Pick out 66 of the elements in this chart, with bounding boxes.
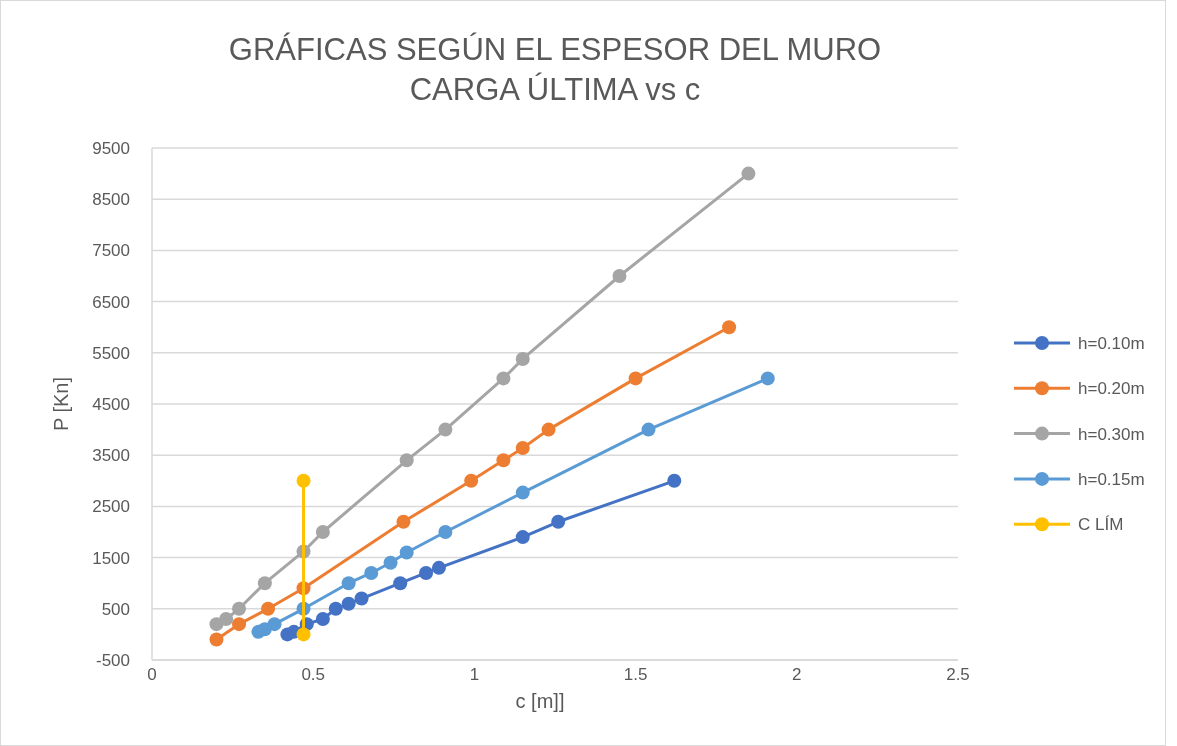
y-tick-label: 2500 xyxy=(92,497,130,517)
y-tick-label: 4500 xyxy=(92,395,130,414)
point xyxy=(261,601,276,616)
point xyxy=(431,560,446,575)
point xyxy=(612,269,627,283)
legend-label: h=0.20m xyxy=(1078,379,1145,399)
point xyxy=(628,371,643,386)
x-tick-label: 1 xyxy=(469,665,480,684)
point xyxy=(515,485,530,500)
point xyxy=(515,351,530,366)
point xyxy=(296,627,311,642)
point xyxy=(296,473,311,488)
point xyxy=(315,612,330,627)
point xyxy=(267,617,282,632)
point xyxy=(341,576,356,591)
y-tick-label: 1500 xyxy=(92,548,130,568)
point xyxy=(496,371,511,386)
point xyxy=(515,530,530,545)
point xyxy=(219,612,234,627)
legend-label: h=0.30m xyxy=(1078,424,1145,444)
point xyxy=(760,371,775,386)
x-tick-label: 1.5 xyxy=(623,665,648,684)
point xyxy=(399,453,414,468)
y-axis-title: P [Kn] xyxy=(50,376,72,432)
y-tick-label: 3500 xyxy=(92,446,130,466)
legend-label: h=0.15m xyxy=(1078,469,1145,489)
point xyxy=(315,525,330,539)
chart-title: GRÁFICAS SEGÚN EL ESPESOR DEL MURO CARGA ÚLTIMA vs c xyxy=(228,32,882,107)
point xyxy=(393,576,408,591)
point xyxy=(541,422,556,437)
point xyxy=(515,441,530,456)
point xyxy=(341,596,356,611)
point xyxy=(551,514,566,529)
x-tick-label: 2.5 xyxy=(946,665,970,684)
y-tick-label: 9500 xyxy=(92,139,130,158)
point xyxy=(641,422,656,437)
x-tick-label: 0 xyxy=(147,665,157,684)
point xyxy=(419,565,434,580)
point xyxy=(464,473,479,488)
legend-label: C LÍM xyxy=(1078,515,1124,535)
point xyxy=(257,576,272,591)
y-tick-label: 500 xyxy=(101,599,130,619)
point xyxy=(396,514,411,529)
point xyxy=(232,601,247,616)
point xyxy=(667,473,682,488)
point xyxy=(399,545,414,560)
point xyxy=(232,617,247,632)
point xyxy=(328,601,343,616)
point xyxy=(383,555,398,570)
legend-label: h=0.10m xyxy=(1078,334,1145,353)
point xyxy=(209,632,224,647)
y-tick-label: -500 xyxy=(95,651,130,670)
y-tick-label: 6500 xyxy=(92,292,130,312)
point xyxy=(741,166,756,181)
point xyxy=(438,525,453,539)
point xyxy=(438,422,453,437)
point xyxy=(354,591,369,606)
y-tick-label: 5500 xyxy=(92,343,130,363)
point xyxy=(364,565,379,580)
y-tick-label: 8500 xyxy=(92,190,130,210)
point xyxy=(722,320,737,335)
point xyxy=(496,453,511,468)
x-tick-label: 2 xyxy=(792,665,802,684)
y-tick-label: 7500 xyxy=(92,241,130,261)
x-axis-title: c [m]] xyxy=(515,690,565,712)
x-tick-label: 0.5 xyxy=(301,665,326,684)
